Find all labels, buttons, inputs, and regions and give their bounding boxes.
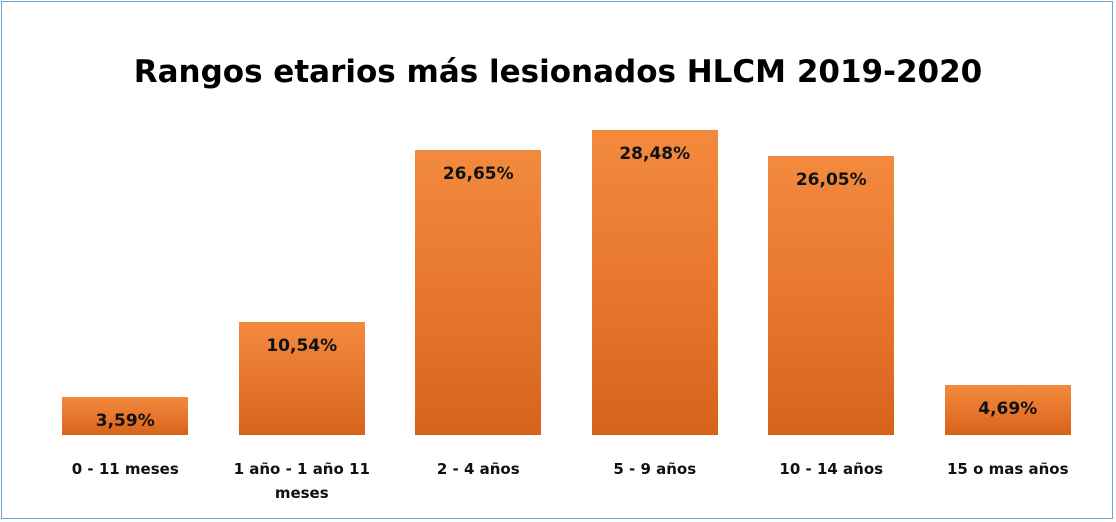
x-tick-label: 0 - 11 meses xyxy=(71,460,179,478)
chart-title: Rangos etarios más lesionados HLCM 2019-… xyxy=(133,54,983,90)
data-label: 28,48% xyxy=(619,144,691,164)
data-label: 26,05% xyxy=(795,170,867,191)
bar xyxy=(415,149,542,435)
x-tick-label: 1 año - 1 año 11 meses xyxy=(233,460,370,502)
data-label: 4,69% xyxy=(978,398,1038,419)
bar xyxy=(238,322,365,435)
bar xyxy=(591,130,718,435)
data-label: 10,54% xyxy=(266,336,338,357)
x-tick-label: 15 o mas años xyxy=(946,460,1069,478)
bar xyxy=(768,156,895,435)
x-tick-label: 10 - 14 años xyxy=(779,460,884,478)
bar xyxy=(944,384,1071,435)
x-tick-label: 2 - 4 años xyxy=(436,460,520,478)
data-label: 3,59% xyxy=(95,410,155,431)
data-label: 26,65% xyxy=(442,163,514,184)
bar xyxy=(62,396,189,435)
x-tick-label: 5 - 9 años xyxy=(613,460,697,478)
